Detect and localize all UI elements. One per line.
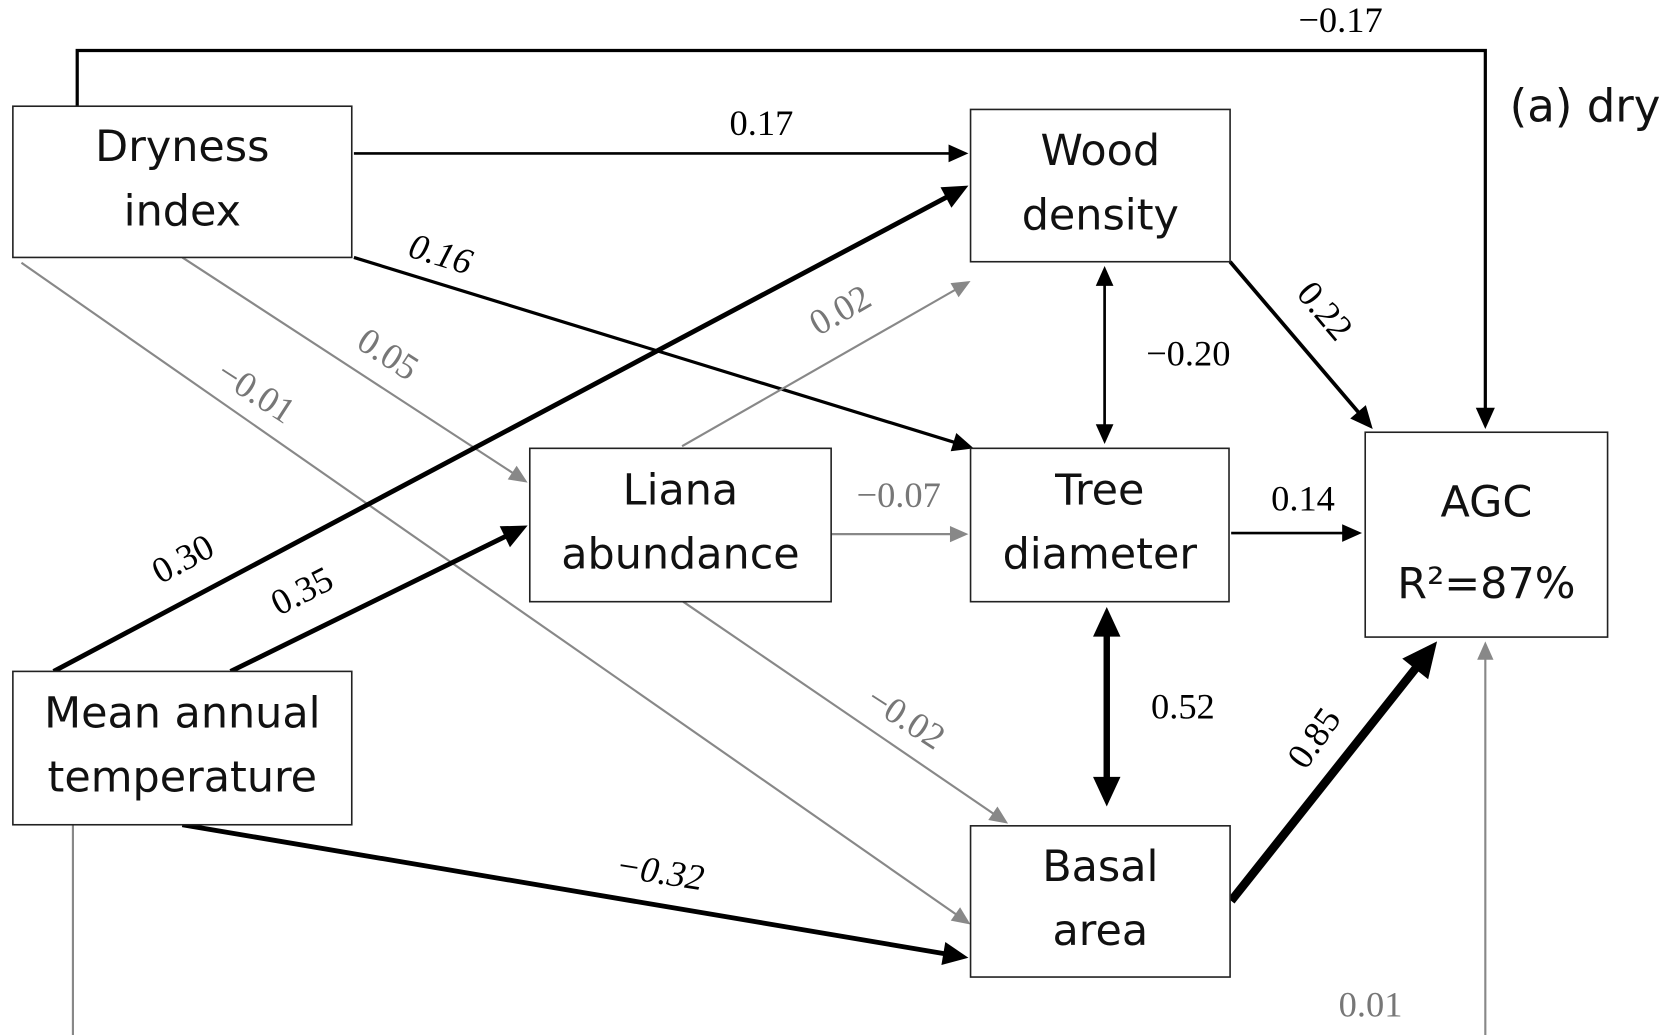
node-label: density <box>1022 190 1179 240</box>
edge-label: −0.32 <box>613 845 707 898</box>
arrowhead <box>1350 405 1373 430</box>
node-box <box>1364 431 1609 638</box>
node-label: R²=87% <box>1397 559 1575 609</box>
node-box <box>12 105 353 259</box>
arrowhead <box>949 525 969 543</box>
edge-line <box>181 822 946 957</box>
node-label: temperature <box>48 753 318 803</box>
arrowhead <box>1093 607 1121 637</box>
edge-label: −0.17 <box>1298 0 1382 40</box>
arrowhead <box>1095 266 1114 286</box>
arrowhead <box>1342 524 1362 542</box>
node-label: Wood <box>1041 126 1161 176</box>
panel-label: (a) dry <box>1510 79 1661 132</box>
arrowhead <box>507 465 528 483</box>
node-label: AGC <box>1441 478 1533 528</box>
edge-label: 0.01 <box>1339 985 1403 1025</box>
edge-line <box>52 194 949 674</box>
edge-line <box>1227 664 1420 904</box>
arrowhead <box>941 942 969 965</box>
edge-label: −0.02 <box>860 678 953 757</box>
edge-label: 0.30 <box>145 526 220 591</box>
node-label: Basal <box>1042 842 1158 892</box>
edge-label: −0.07 <box>857 475 941 515</box>
node-label: diameter <box>1003 530 1198 580</box>
edge-line <box>71 657 1487 1035</box>
edge-label: 0.02 <box>802 277 877 344</box>
edge-label: 0.52 <box>1151 686 1215 726</box>
node-box <box>969 825 1231 978</box>
arrowhead <box>940 185 969 208</box>
arrowhead <box>1475 407 1495 430</box>
node-label: Tree <box>1054 465 1144 515</box>
arrowhead <box>1093 776 1121 807</box>
arrowhead <box>1095 424 1114 445</box>
arrowhead <box>988 806 1009 824</box>
edge-label: −0.01 <box>210 352 303 431</box>
edge-line <box>20 261 958 917</box>
node-box <box>969 108 1231 263</box>
edge-label: −0.20 <box>1146 334 1230 374</box>
edge-line <box>681 288 957 448</box>
arrowhead <box>950 432 974 452</box>
edge-line <box>1228 260 1361 415</box>
node-label: abundance <box>561 530 799 580</box>
arrowhead <box>1477 641 1494 660</box>
arrowhead <box>950 281 971 298</box>
arrowhead <box>950 907 971 925</box>
edge-line <box>75 48 1487 410</box>
arrowhead <box>1402 641 1438 680</box>
node-label: index <box>124 187 241 237</box>
edge-label: 0.05 <box>350 320 425 388</box>
node-label: Mean annual <box>44 688 320 738</box>
edge-label: 0.35 <box>264 559 339 624</box>
edge-label: 0.16 <box>404 226 477 283</box>
arrowhead <box>499 525 528 548</box>
node-label: area <box>1053 906 1149 956</box>
node-label: Liana <box>623 465 739 515</box>
edge-label: 0.17 <box>730 103 794 143</box>
arrowhead <box>948 144 969 163</box>
node-label: Dryness <box>95 122 269 172</box>
node-box <box>12 670 353 826</box>
edge-label: 0.22 <box>1289 274 1361 349</box>
edge-line <box>682 600 996 816</box>
edge-line <box>229 533 508 674</box>
node-box <box>969 447 1230 603</box>
node-box <box>528 447 832 603</box>
edge-label: 0.14 <box>1271 478 1335 518</box>
edge-line <box>181 256 515 475</box>
